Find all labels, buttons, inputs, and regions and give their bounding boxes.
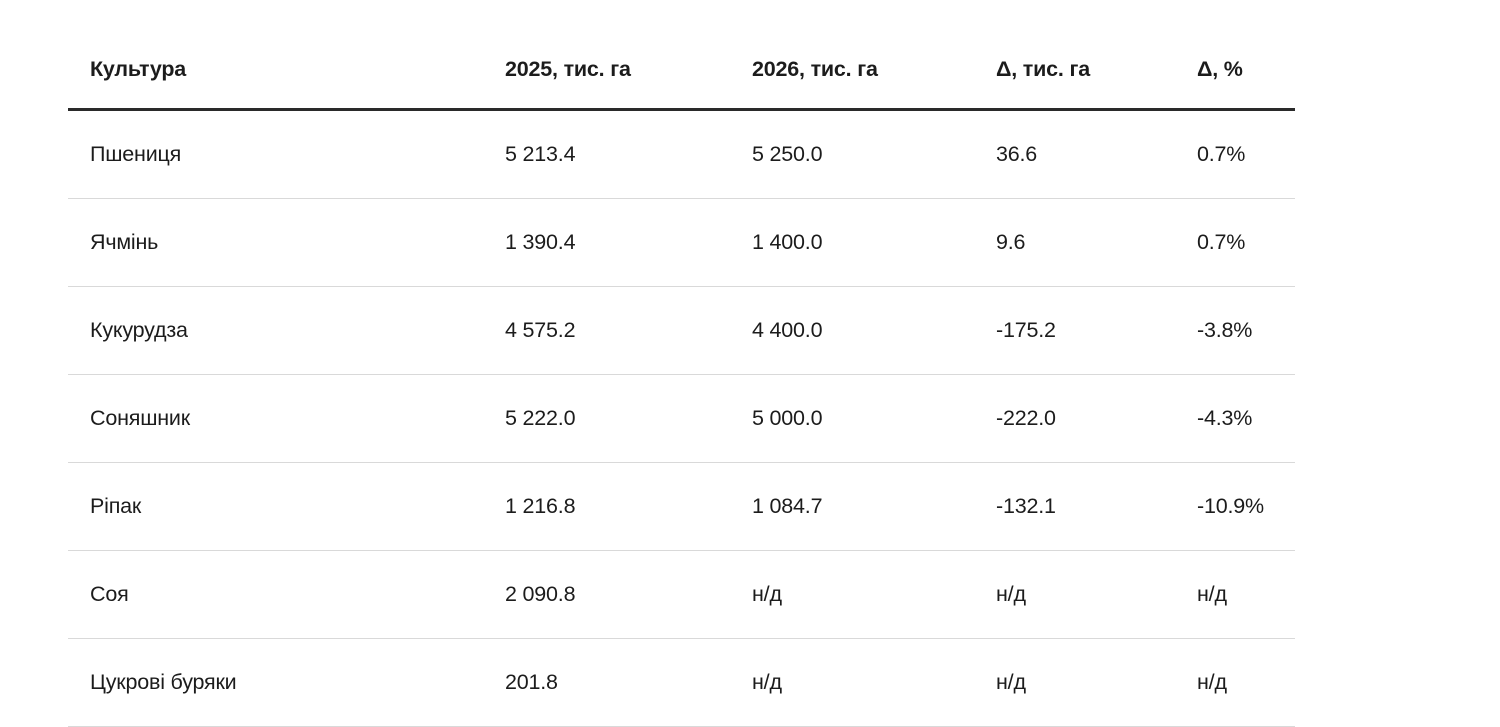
column-header-delta-area: Δ, тис. га	[996, 30, 1197, 111]
cell-culture: Кукурудза	[68, 286, 505, 375]
cell-delta-pct: -10.9%	[1197, 462, 1295, 551]
cell-delta-pct: н/д	[1197, 550, 1295, 639]
cell-2026-area: 4 400.0	[752, 286, 996, 375]
cell-2025-area: 201.8	[505, 638, 752, 727]
cell-culture: Соняшник	[68, 374, 505, 463]
cell-delta-pct: н/д	[1197, 638, 1295, 727]
cell-delta-area: 36.6	[996, 109, 1197, 199]
header-row: Культура 2025, тис. га 2026, тис. га Δ, …	[68, 30, 1295, 111]
cell-2025-area: 5 222.0	[505, 374, 752, 463]
cell-2025-area: 1 216.8	[505, 462, 752, 551]
cell-delta-pct: 0.7%	[1197, 109, 1295, 199]
cell-2026-area: н/д	[752, 550, 996, 639]
cell-culture: Ріпак	[68, 462, 505, 551]
cell-delta-area: н/д	[996, 550, 1197, 639]
column-header-2025-area: 2025, тис. га	[505, 30, 752, 111]
cell-delta-area: -222.0	[996, 374, 1197, 463]
cell-delta-area: -132.1	[996, 462, 1197, 551]
cell-delta-area: -175.2	[996, 286, 1197, 375]
cell-culture: Соя	[68, 550, 505, 639]
cell-2025-area: 1 390.4	[505, 198, 752, 287]
cell-2026-area: 1 084.7	[752, 462, 996, 551]
cell-2025-area: 2 090.8	[505, 550, 752, 639]
table-row: Кукурудза 4 575.2 4 400.0 -175.2 -3.8%	[68, 286, 1295, 375]
cell-delta-pct: -4.3%	[1197, 374, 1295, 463]
cell-delta-area: н/д	[996, 638, 1197, 727]
cell-2026-area: 5 000.0	[752, 374, 996, 463]
table-row: Ріпак 1 216.8 1 084.7 -132.1 -10.9%	[68, 462, 1295, 551]
cell-2026-area: н/д	[752, 638, 996, 727]
crop-area-table: Культура 2025, тис. га 2026, тис. га Δ, …	[68, 30, 1295, 727]
cell-culture: Пшениця	[68, 109, 505, 199]
cell-2026-area: 5 250.0	[752, 109, 996, 199]
column-header-2026-area: 2026, тис. га	[752, 30, 996, 111]
cell-culture: Цукрові буряки	[68, 638, 505, 727]
cell-delta-area: 9.6	[996, 198, 1197, 287]
table-row: Соняшник 5 222.0 5 000.0 -222.0 -4.3%	[68, 374, 1295, 463]
crop-area-table-container: Культура 2025, тис. га 2026, тис. га Δ, …	[68, 30, 1295, 727]
table-row: Ячмінь 1 390.4 1 400.0 9.6 0.7%	[68, 198, 1295, 287]
cell-2025-area: 4 575.2	[505, 286, 752, 375]
table-row: Пшениця 5 213.4 5 250.0 36.6 0.7%	[68, 109, 1295, 199]
table-row: Соя 2 090.8 н/д н/д н/д	[68, 550, 1295, 639]
cell-culture: Ячмінь	[68, 198, 505, 287]
cell-delta-pct: 0.7%	[1197, 198, 1295, 287]
column-header-culture: Культура	[68, 30, 505, 111]
column-header-delta-pct: Δ, %	[1197, 30, 1295, 111]
cell-2025-area: 5 213.4	[505, 109, 752, 199]
table-row: Цукрові буряки 201.8 н/д н/д н/д	[68, 638, 1295, 727]
cell-2026-area: 1 400.0	[752, 198, 996, 287]
cell-delta-pct: -3.8%	[1197, 286, 1295, 375]
